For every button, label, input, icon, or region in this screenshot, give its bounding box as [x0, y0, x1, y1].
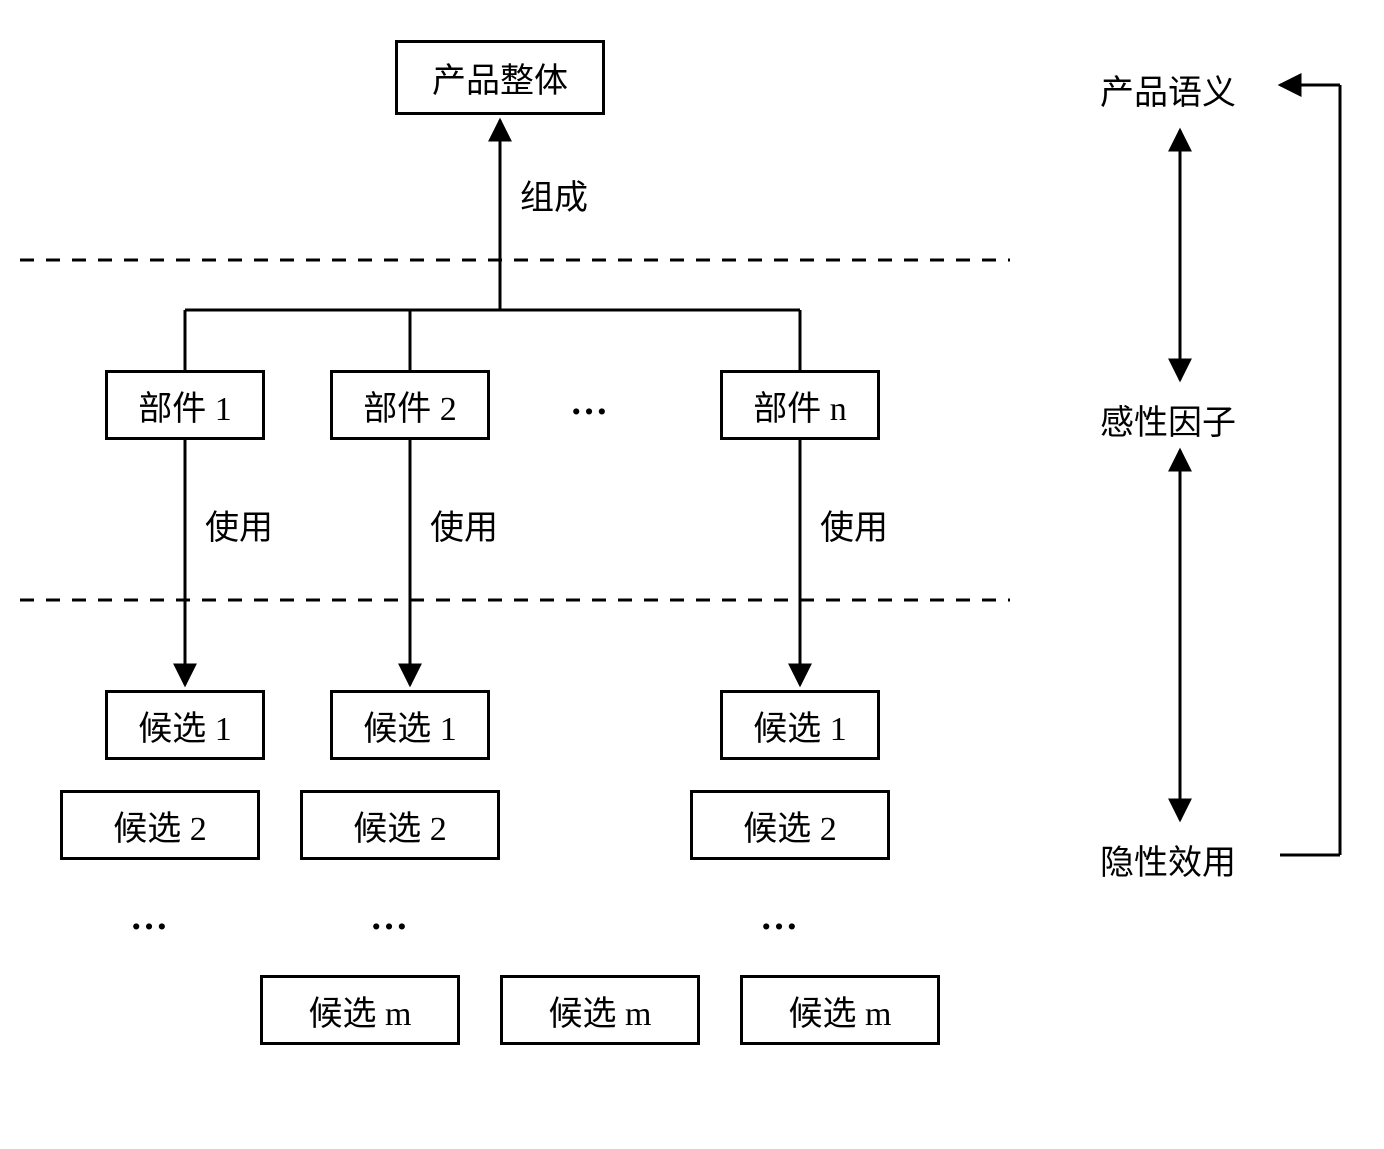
candidate-c3-r2: 候选 2 — [690, 790, 890, 860]
candidate-c2-rm: 候选 m — [500, 975, 700, 1045]
component-1-label: 部件 1 — [138, 381, 232, 430]
component-1-box: 部件 1 — [105, 370, 265, 440]
right-mid-label: 感性因子 — [1100, 395, 1236, 444]
candidate-c3-rm: 候选 m — [740, 975, 940, 1045]
candidate-c1-rm-label: 候选 m — [309, 986, 412, 1035]
candidate-c3-ellipsis: … — [760, 895, 802, 939]
component-n-label: 部件 n — [753, 381, 847, 430]
candidate-c3-r1-label: 候选 1 — [753, 701, 847, 750]
candidate-c3-rm-label: 候选 m — [789, 986, 892, 1035]
use-label-3: 使用 — [820, 500, 888, 549]
candidate-c1-ellipsis: … — [130, 895, 172, 939]
candidate-c1-r1-label: 候选 1 — [138, 701, 232, 750]
components-ellipsis: … — [570, 380, 612, 424]
use-label-1: 使用 — [205, 500, 273, 549]
candidate-c2-r1-label: 候选 1 — [363, 701, 457, 750]
candidate-c1-r1: 候选 1 — [105, 690, 265, 760]
use-label-2: 使用 — [430, 500, 498, 549]
component-n-box: 部件 n — [720, 370, 880, 440]
component-2-label: 部件 2 — [363, 381, 457, 430]
component-2-box: 部件 2 — [330, 370, 490, 440]
candidate-c2-r2-label: 候选 2 — [353, 801, 447, 850]
product-whole-box: 产品整体 — [395, 40, 605, 115]
candidate-c3-r2-label: 候选 2 — [743, 801, 837, 850]
candidate-c2-rm-label: 候选 m — [549, 986, 652, 1035]
candidate-c3-r1: 候选 1 — [720, 690, 880, 760]
compose-label: 组成 — [520, 170, 588, 219]
right-top-label: 产品语义 — [1100, 65, 1236, 114]
right-bottom-label: 隐性效用 — [1100, 835, 1236, 884]
candidate-c2-r1: 候选 1 — [330, 690, 490, 760]
product-whole-label: 产品整体 — [432, 53, 568, 102]
candidate-c1-r2-label: 候选 2 — [113, 801, 207, 850]
candidate-c2-r2: 候选 2 — [300, 790, 500, 860]
candidate-c2-ellipsis: … — [370, 895, 412, 939]
candidate-c1-r2: 候选 2 — [60, 790, 260, 860]
candidate-c1-rm: 候选 m — [260, 975, 460, 1045]
